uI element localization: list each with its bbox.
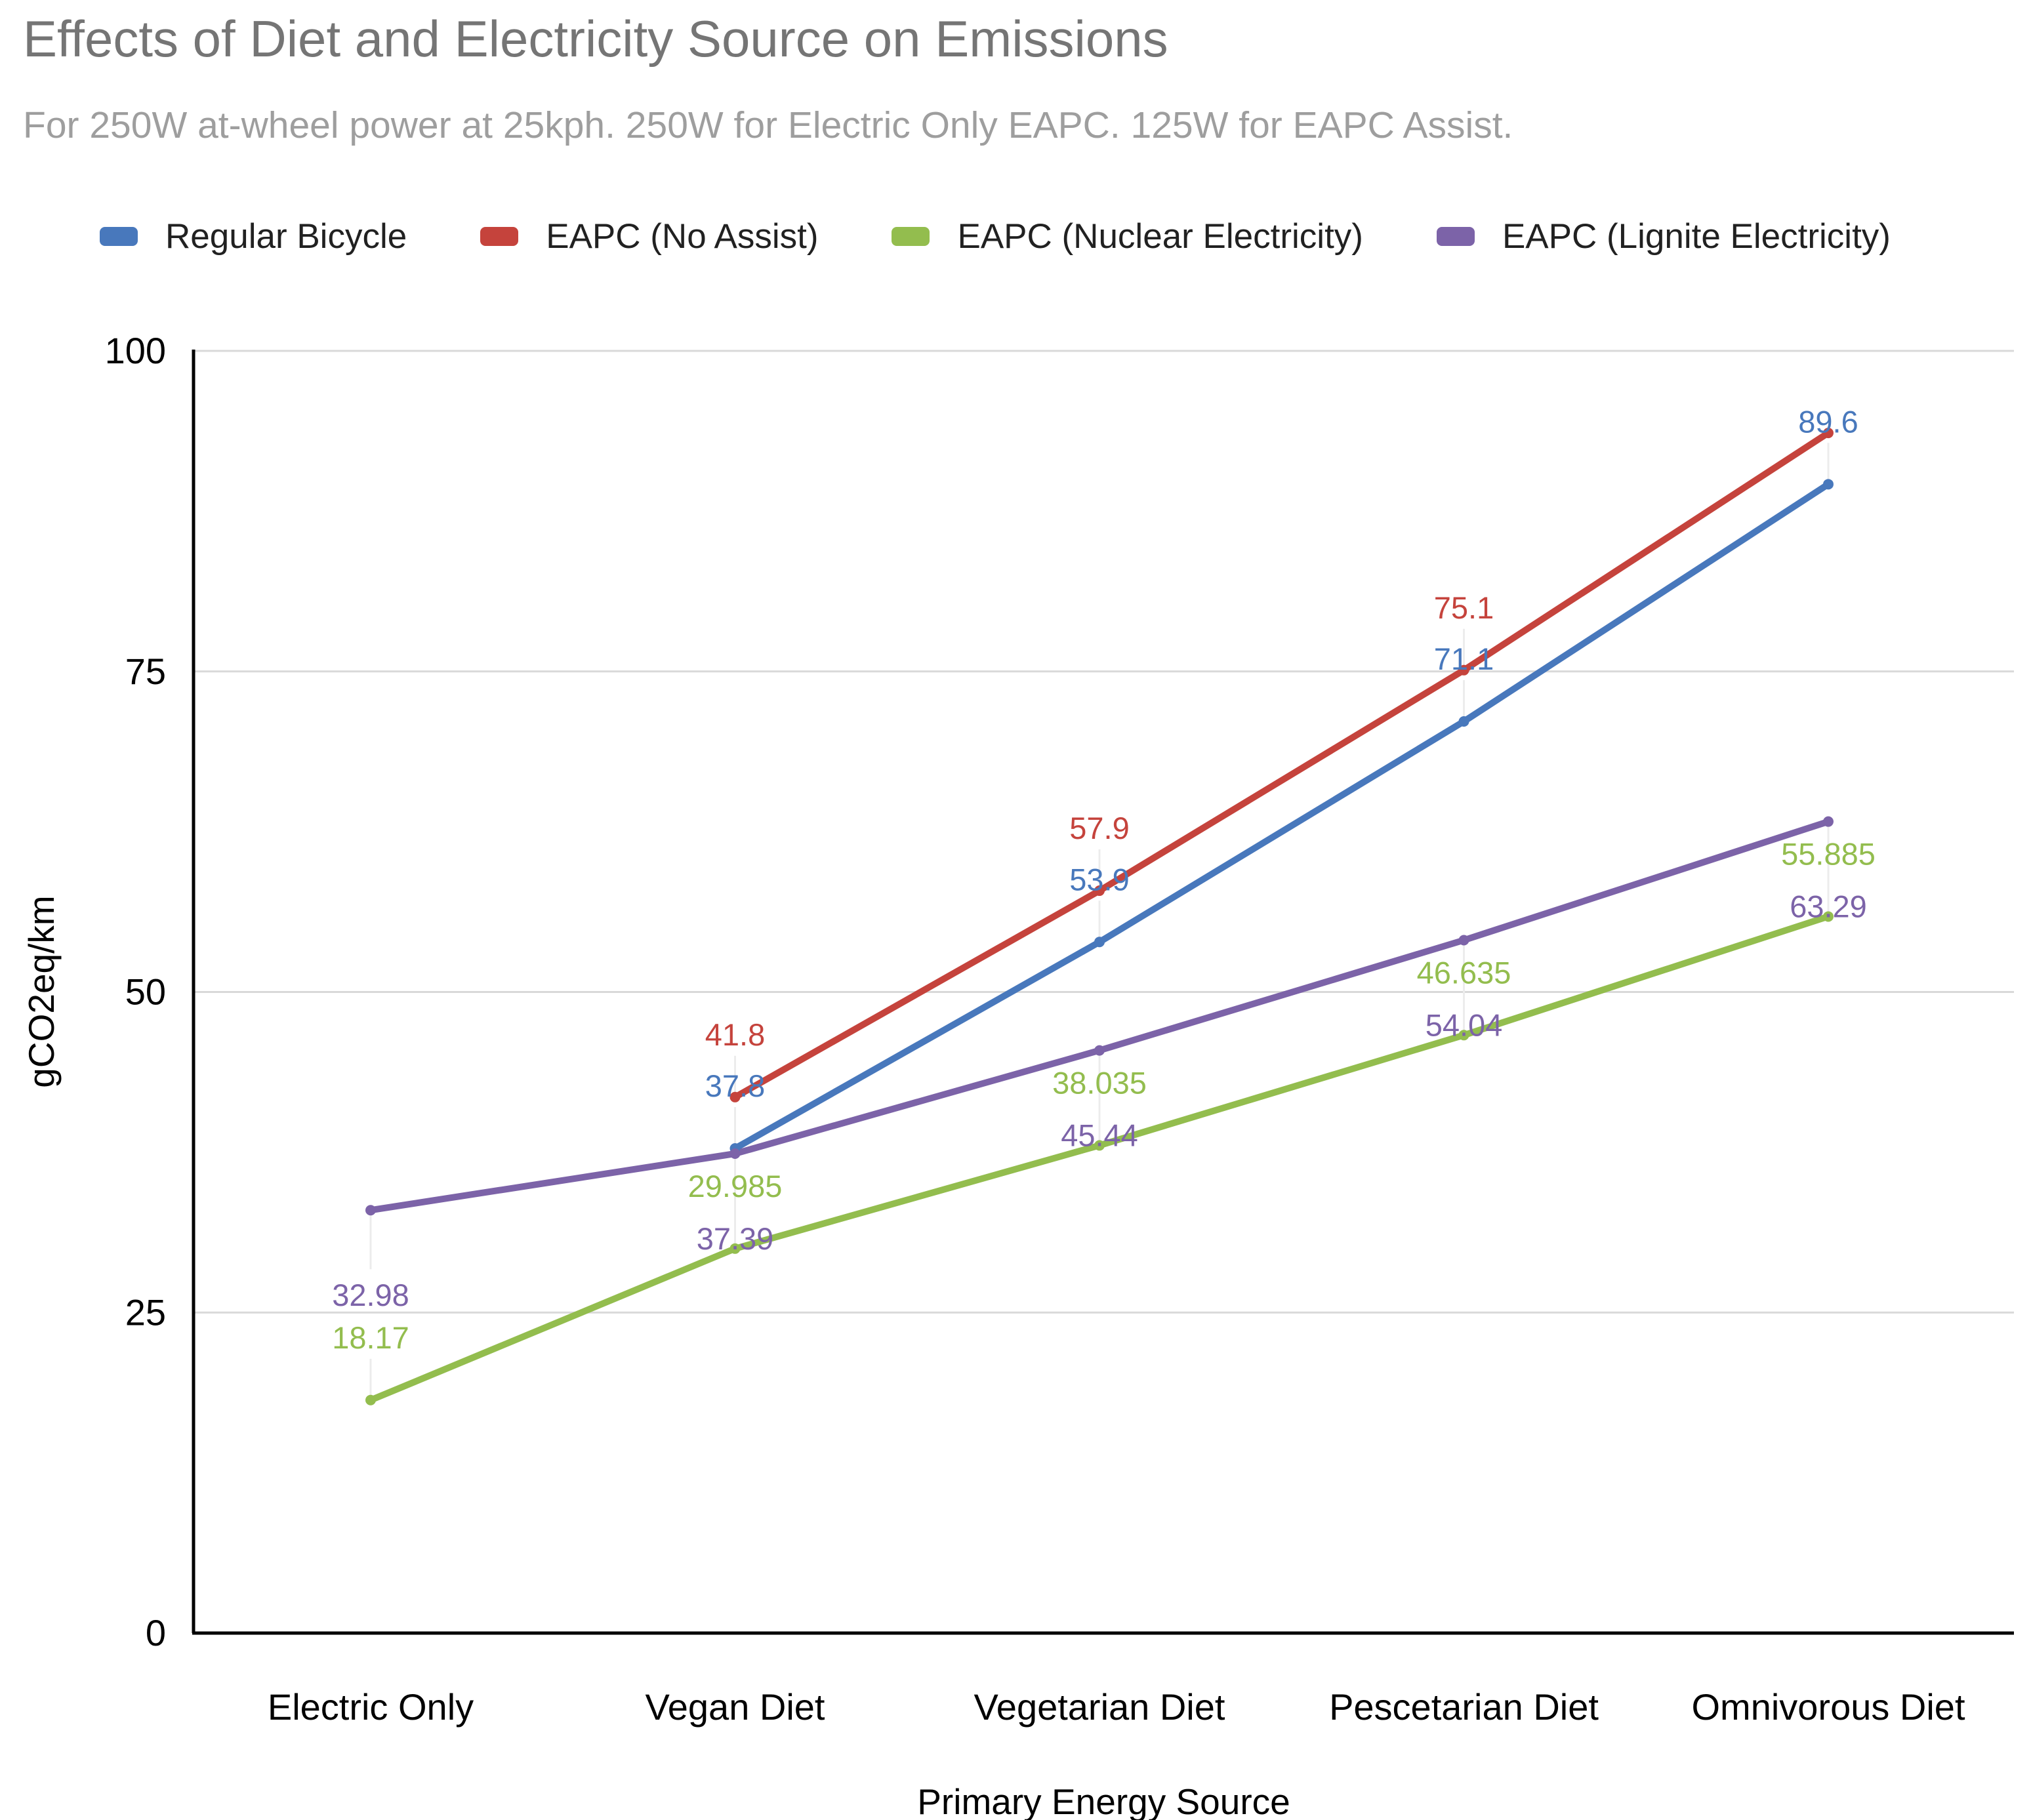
data-point-eapc-lignite-electricity--2[interactable] (1094, 1045, 1105, 1056)
legend-label-regular-bicycle: Regular Bicycle (165, 217, 407, 256)
x-category-label-pescetarian-diet: Pescetarian Diet (1329, 1686, 1599, 1728)
data-label-regular-bicycle-2: 53.9 (1069, 862, 1129, 897)
data-labels: 37.8 53.9 71.1 89.6 41.8 57.9 75.1 18.17 29.985 3… (332, 404, 1876, 1354)
data-point-eapc-no-assist--2[interactable] (1094, 885, 1105, 897)
data-label-regular-bicycle-4: 89.6 (1798, 404, 1858, 439)
gridlines (194, 350, 2014, 1314)
data-label-eapc-no-assist--2: 57.9 (1069, 811, 1129, 845)
legend-item-eapc-lignite[interactable]: EAPC (Lignite Electricity) (1436, 216, 1891, 256)
series-line-regular-bicycle[interactable] (731, 481, 1832, 1152)
data-label-eapc-lignite-electricity--0: 32.98 (332, 1278, 409, 1312)
y-tick-label-75: 75 (125, 651, 166, 692)
data-point-eapc-lignite-electricity--1[interactable] (729, 1148, 741, 1160)
data-label-eapc-lignite-electricity--3: 54.04 (1426, 1008, 1503, 1043)
data-point-eapc-nuclear-electricity--0[interactable] (365, 1394, 376, 1405)
data-label-eapc-nuclear-electricity--4: 55.885 (1781, 836, 1876, 871)
data-point-eapc-no-assist--3[interactable] (1458, 664, 1469, 676)
chart-subtitle: For 250W at-wheel power at 25kph. 250W f… (23, 104, 1513, 146)
legend-item-eapc-nuclear[interactable]: EAPC (Nuclear Electricity) (892, 216, 1363, 256)
data-point-eapc-lignite-electricity--3[interactable] (1458, 935, 1469, 946)
legend-swatch-eapc-nuclear (892, 227, 930, 246)
data-label-eapc-no-assist--3: 75.1 (1434, 590, 1494, 625)
y-axis-title: gCO2eq/km (21, 895, 62, 1087)
chart-title: Effects of Diet and Electricity Source o… (23, 10, 1168, 68)
y-tick-label-0: 0 (146, 1612, 166, 1653)
axis-text: 0 25 50 75 100 Electric Only Vegan Diet Vegetar… (21, 330, 1965, 1820)
legend-label-eapc-nuclear: EAPC (Nuclear Electricity) (957, 217, 1363, 256)
data-point-eapc-nuclear-electricity--3[interactable] (1458, 1030, 1469, 1041)
data-points (365, 428, 1834, 1405)
data-label-regular-bicycle-3: 71.1 (1434, 641, 1494, 676)
series-line-eapc-nuclear-electricity-[interactable] (367, 913, 1832, 1404)
data-point-eapc-no-assist--1[interactable] (729, 1091, 741, 1102)
chart-legend: Regular Bicycle EAPC (No Assist) EAPC (N… (100, 216, 1891, 256)
axes (192, 350, 2014, 1635)
data-point-regular-bicycle-3[interactable] (1458, 716, 1469, 727)
data-label-eapc-no-assist--1: 41.8 (705, 1017, 765, 1052)
x-category-label-electric-only: Electric Only (268, 1686, 474, 1728)
data-point-eapc-nuclear-electricity--4[interactable] (1823, 911, 1834, 922)
data-label-eapc-lignite-electricity--1: 37.39 (697, 1221, 774, 1256)
legend-swatch-eapc-no-assist (480, 227, 519, 246)
data-label-eapc-lignite-electricity--4: 63.29 (1790, 889, 1867, 924)
data-point-regular-bicycle-4[interactable] (1823, 479, 1834, 490)
legend-item-eapc-no-assist[interactable]: EAPC (No Assist) (480, 216, 818, 256)
legend-swatch-regular-bicycle (100, 227, 138, 246)
data-point-eapc-no-assist--4[interactable] (1823, 428, 1834, 439)
legend-label-eapc-lignite: EAPC (Lignite Electricity) (1502, 217, 1891, 256)
y-tick-label-50: 50 (125, 971, 166, 1013)
y-tick-label-100: 100 (105, 330, 166, 371)
y-tick-label-25: 25 (125, 1291, 166, 1333)
data-point-eapc-nuclear-electricity--1[interactable] (729, 1243, 741, 1254)
series-line-eapc-no-assist-[interactable] (731, 430, 1832, 1101)
legend-swatch-eapc-lignite (1436, 227, 1475, 246)
data-label-regular-bicycle-1: 37.8 (705, 1068, 765, 1103)
data-point-eapc-lignite-electricity--4[interactable] (1823, 816, 1834, 827)
data-label-eapc-nuclear-electricity--2: 38.035 (1052, 1065, 1147, 1100)
x-category-label-vegetarian-diet: Vegetarian Diet (974, 1686, 1225, 1728)
label-leader-lines (369, 443, 1830, 1400)
data-point-eapc-lignite-electricity--0[interactable] (365, 1205, 376, 1216)
data-point-eapc-nuclear-electricity--2[interactable] (1094, 1140, 1105, 1151)
legend-item-regular-bicycle[interactable]: Regular Bicycle (100, 216, 407, 256)
x-axis-title: Primary Energy Source (917, 1781, 1290, 1820)
data-label-eapc-nuclear-electricity--1: 29.985 (688, 1169, 783, 1203)
x-category-label-omnivorous-diet: Omnivorous Diet (1691, 1686, 1965, 1728)
data-point-regular-bicycle-2[interactable] (1094, 937, 1105, 948)
data-label-eapc-nuclear-electricity--3: 46.635 (1417, 955, 1511, 990)
x-category-label-vegan-diet: Vegan Diet (646, 1686, 825, 1728)
legend-label-eapc-no-assist: EAPC (No Assist) (546, 217, 819, 256)
data-label-eapc-lignite-electricity--2: 45.44 (1061, 1118, 1138, 1153)
data-label-eapc-nuclear-electricity--0: 18.17 (332, 1320, 409, 1355)
